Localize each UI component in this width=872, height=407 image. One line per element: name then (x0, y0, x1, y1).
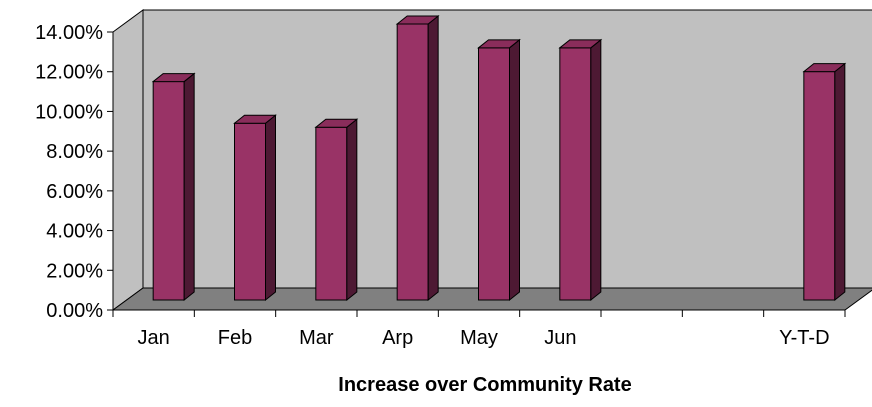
bar-front-face (396, 23, 429, 301)
bar-front-face (315, 126, 348, 301)
bar-top-face (395, 15, 440, 25)
y-tick-label: 12.00% (35, 62, 103, 84)
y-tick-label: 0.00% (46, 300, 103, 322)
x-tick-label: May (460, 327, 498, 349)
bar-front-face (559, 47, 592, 301)
bar-front-face (803, 71, 836, 301)
x-tick-label: Y-T-D (779, 327, 829, 349)
chart-side-wall (112, 9, 144, 311)
chart-axes: 0.00% 2.00% 4.00% 6.00% 8.00% 10.00% 12.00% 14.… (35, 22, 846, 349)
bar-front-face (152, 81, 185, 301)
bar-side-face (427, 14, 439, 302)
bar-top-face (314, 118, 359, 128)
x-tick-label: Mar (299, 327, 334, 349)
bar-side-face (183, 72, 195, 302)
bar-side-face (346, 118, 358, 302)
x-tick-label: Jan (138, 327, 170, 349)
bar-side-face (590, 38, 602, 302)
bar-top-face (477, 39, 521, 49)
y-tick-label: 8.00% (46, 141, 103, 163)
bar-front-face (234, 122, 266, 301)
bar (314, 118, 359, 302)
y-tick-label: 14.00% (35, 22, 103, 44)
y-tick-label: 2.00% (46, 260, 103, 282)
x-tick-label: Jun (544, 327, 576, 349)
bar (233, 114, 277, 302)
bar (395, 14, 440, 302)
y-tick-label: 10.00% (35, 101, 103, 123)
x-tick-label: Feb (218, 327, 252, 349)
bar (477, 38, 521, 302)
x-axis-title: Increase over Community Rate (338, 374, 631, 396)
bar (802, 62, 847, 302)
bar-side-face (509, 38, 520, 302)
y-tick-label: 6.00% (46, 181, 103, 203)
bar-side-face (834, 62, 846, 302)
bar-top-face (233, 114, 277, 124)
bar-top-face (802, 63, 847, 73)
bar-top-face (151, 73, 196, 83)
chart-bars (151, 14, 847, 302)
y-tick-label: 4.00% (46, 221, 103, 243)
bar-front-face (478, 47, 510, 301)
bar (151, 72, 196, 302)
x-tick-label: Arp (382, 327, 413, 349)
bar-top-face (558, 39, 603, 49)
bar-side-face (265, 114, 276, 302)
bar (558, 38, 603, 302)
